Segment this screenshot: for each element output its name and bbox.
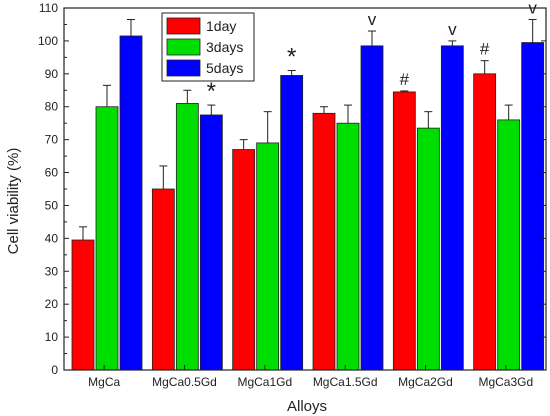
legend-label: 1day: [206, 18, 236, 34]
bar: [473, 73, 497, 371]
legend: 1day 3days 5days: [161, 12, 255, 82]
bar: [521, 42, 545, 371]
x-tick-label: MgCa0.5Gd: [152, 375, 217, 389]
plot-area: * * v # v # v: [71, 0, 545, 371]
x-axis-label: Alloys: [287, 398, 327, 415]
significance-marker: v: [528, 0, 537, 18]
y-tick-label: 20: [45, 297, 59, 311]
x-tick-label: MgCa2Gd: [398, 375, 453, 389]
y-tick-label: 100: [38, 34, 58, 48]
legend-swatch: [166, 17, 201, 35]
bar: [256, 142, 280, 371]
bar: [416, 127, 440, 371]
y-tick-label: 80: [45, 100, 59, 114]
bar: [151, 188, 175, 371]
significance-marker: #: [400, 70, 410, 89]
y-axis-label: Cell viability (%): [5, 148, 22, 255]
bar: [232, 149, 256, 371]
significance-marker: *: [287, 44, 296, 71]
bar: [312, 112, 336, 371]
y-tick-label: 10: [45, 330, 59, 344]
y-tick-label: 70: [45, 133, 59, 147]
significance-marker: #: [480, 40, 490, 59]
legend-swatch: [166, 38, 201, 56]
significance-marker: *: [207, 78, 216, 105]
bar: [440, 45, 464, 371]
bar: [497, 119, 521, 371]
bar: [336, 122, 360, 371]
bar: [280, 75, 304, 371]
bar: [71, 239, 95, 371]
x-tick-label: MgCa3Gd: [478, 375, 533, 389]
legend-label: 3days: [206, 39, 243, 55]
y-tick-label: 90: [45, 67, 59, 81]
x-tick-label: MgCa: [88, 375, 120, 389]
y-tick-label: 0: [51, 363, 58, 377]
bar: [199, 114, 223, 371]
bar: [95, 106, 119, 371]
bar: [392, 91, 416, 371]
y-tick-label: 110: [39, 1, 58, 15]
x-tick-label: MgCa1Gd: [237, 375, 292, 389]
bar: [175, 103, 199, 371]
x-tick-label: MgCa1.5Gd: [313, 375, 378, 389]
legend-swatch: [166, 59, 201, 77]
significance-marker: v: [448, 20, 457, 39]
bar: [360, 45, 384, 371]
y-tick-label: 40: [45, 231, 59, 245]
bar: [119, 35, 143, 371]
y-tick-label: 30: [45, 264, 59, 278]
legend-label: 5days: [206, 60, 243, 76]
y-tick-label: 60: [45, 166, 59, 180]
axes: 0 10 20 30 40 50 60 70 80 90 100 110 MgCa MgCa0.5Gd Mg…: [38, 1, 547, 389]
y-tick-label: 50: [45, 198, 59, 212]
significance-marker: v: [368, 10, 377, 29]
